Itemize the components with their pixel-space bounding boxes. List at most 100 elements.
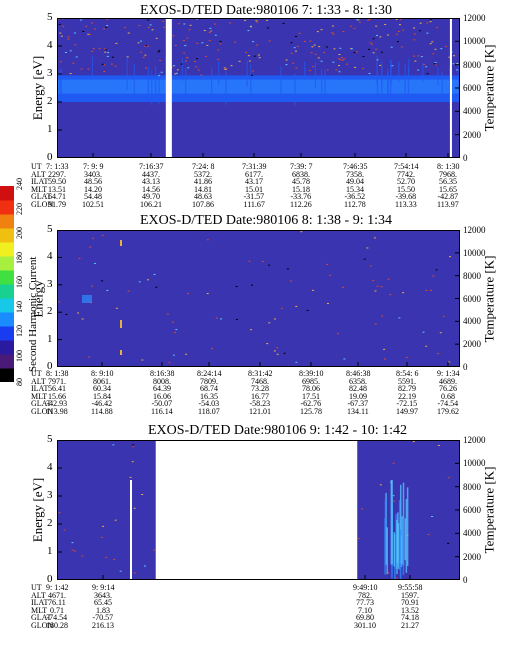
data-speckle bbox=[75, 56, 78, 58]
ephemeris-row-label: UT bbox=[31, 162, 42, 171]
data-speckle bbox=[266, 19, 269, 21]
ephemeris-value: 48.63 bbox=[194, 192, 212, 201]
data-speckle bbox=[88, 356, 91, 358]
band-streak bbox=[458, 61, 460, 94]
data-burst bbox=[395, 514, 397, 569]
data-speckle bbox=[387, 572, 390, 574]
data-speckle bbox=[355, 51, 358, 53]
y-right-tick-label: 0 bbox=[463, 153, 468, 163]
data-speckle bbox=[389, 294, 392, 296]
data-speckle bbox=[432, 275, 435, 277]
data-speckle bbox=[342, 30, 345, 32]
data-gap bbox=[449, 18, 452, 158]
data-speckle bbox=[194, 61, 197, 63]
ephemeris-value: 6177. bbox=[245, 169, 263, 179]
y-right-tick-label: 8000 bbox=[463, 270, 481, 281]
ephemeris-value: 8008. bbox=[153, 376, 171, 386]
y-tick-label: 0 bbox=[47, 151, 53, 163]
data-speckle bbox=[106, 289, 109, 291]
data-speckle bbox=[282, 22, 285, 24]
data-speckle bbox=[90, 285, 93, 287]
data-speckle bbox=[350, 25, 353, 27]
colorbar-segment bbox=[0, 214, 14, 229]
data-speckle bbox=[107, 52, 110, 54]
band-streak bbox=[387, 69, 389, 98]
data-speckle bbox=[332, 61, 335, 63]
data-speckle bbox=[209, 30, 212, 32]
ephemeris-value: 3643. bbox=[94, 590, 112, 600]
ephemeris-value: -42.87 bbox=[437, 192, 459, 201]
colorbar-segment bbox=[0, 326, 14, 341]
colorbar-segment bbox=[0, 284, 14, 299]
ephemeris-value: 15.18 bbox=[292, 184, 310, 194]
data-speckle bbox=[203, 30, 206, 32]
data-gap bbox=[165, 18, 172, 158]
data-speckle bbox=[252, 41, 255, 43]
ephemeris-value: 782. bbox=[358, 590, 372, 600]
ephemeris-value: 19.09 bbox=[349, 391, 367, 401]
data-speckle bbox=[413, 39, 416, 41]
ephemeris-value: 70.91 bbox=[401, 598, 419, 607]
data-speckle bbox=[303, 40, 306, 42]
data-speckle bbox=[435, 269, 438, 271]
data-speckle bbox=[320, 60, 323, 62]
data-speckle bbox=[217, 49, 220, 51]
ephemeris-value: 7971. bbox=[48, 376, 66, 386]
data-speckle bbox=[180, 63, 183, 65]
colorbar-tick-label: 220 bbox=[15, 202, 24, 215]
data-speckle bbox=[214, 34, 217, 36]
data-speckle bbox=[425, 345, 428, 347]
data-speckle bbox=[314, 53, 317, 55]
band-streak bbox=[250, 64, 252, 100]
ephemeris-row-label: GLON bbox=[31, 620, 54, 630]
data-speckle bbox=[124, 27, 127, 29]
data-speckle bbox=[294, 35, 297, 37]
data-speckle bbox=[209, 27, 212, 29]
ephemeris-value: 68.74 bbox=[200, 384, 218, 393]
data-speckle bbox=[81, 555, 84, 557]
y-right-tick-label: 6000 bbox=[463, 293, 481, 304]
data-speckle bbox=[431, 41, 434, 43]
data-speckle bbox=[426, 32, 429, 34]
ephemeris-value: 134.11 bbox=[347, 406, 369, 416]
y-tick-label: 2 bbox=[47, 305, 53, 318]
data-speckle bbox=[434, 48, 437, 50]
ephemeris-value: 41.86 bbox=[194, 177, 212, 186]
ephemeris-value: 301.10 bbox=[354, 620, 376, 630]
data-speckle bbox=[87, 33, 90, 35]
data-speckle bbox=[402, 292, 405, 294]
data-speckle bbox=[245, 51, 248, 53]
y-axis-label: Energy [eV] bbox=[30, 55, 46, 121]
data-speckle bbox=[74, 550, 77, 552]
ephemeris-value: 7.10 bbox=[358, 605, 372, 615]
ephemeris-value: 15.65 bbox=[439, 184, 457, 194]
data-speckle bbox=[395, 577, 398, 579]
y-right-axis-label: Temperature [K] bbox=[480, 255, 496, 342]
data-burst bbox=[386, 527, 388, 575]
data-speckle bbox=[292, 62, 295, 64]
ephemeris-value: 1597. bbox=[401, 590, 419, 600]
data-speckle bbox=[58, 23, 61, 25]
data-speckle bbox=[145, 45, 148, 47]
band-streak bbox=[389, 59, 392, 98]
data-burst bbox=[402, 519, 405, 576]
band-streak bbox=[404, 63, 406, 96]
band-streak bbox=[376, 55, 378, 84]
ephemeris-row-label: UT bbox=[31, 369, 42, 378]
colorbar-segment bbox=[0, 228, 14, 243]
ephemeris-value: 64.71 bbox=[48, 192, 66, 201]
data-speckle bbox=[425, 66, 428, 68]
data-speckle bbox=[174, 73, 177, 75]
ephemeris-value: 60.34 bbox=[93, 384, 111, 393]
ephemeris-value: 179.62 bbox=[437, 406, 459, 416]
colorbar-segment bbox=[0, 200, 14, 215]
data-speckle bbox=[290, 42, 293, 44]
ephemeris-value: 74.18 bbox=[401, 613, 419, 622]
data-speckle bbox=[316, 31, 319, 33]
data-speckle bbox=[281, 307, 284, 309]
data-speckle bbox=[140, 51, 143, 53]
data-speckle bbox=[126, 56, 129, 58]
data-speckle bbox=[384, 24, 387, 26]
data-speckle bbox=[333, 48, 336, 50]
data-speckle bbox=[250, 74, 253, 76]
